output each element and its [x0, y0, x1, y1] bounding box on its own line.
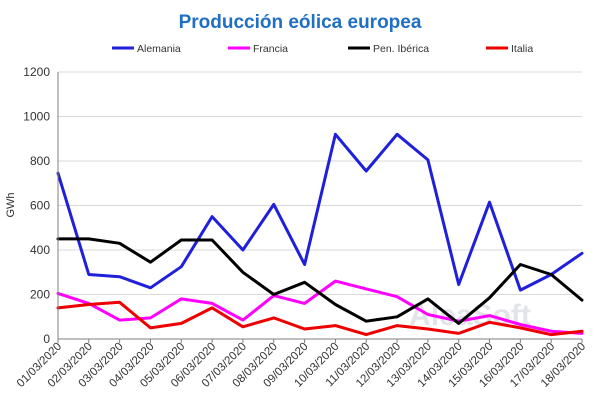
series-lines	[56, 132, 584, 337]
y-tick-labels: 0 200 400 600 800 1000 1200	[23, 65, 50, 346]
legend-label-italia: Italia	[511, 43, 533, 55]
series-line-alemania	[56, 132, 584, 292]
y-tick-label-1200: 1200	[23, 65, 50, 79]
legend-label-pen-ib-rica: Pen. Ibérica	[373, 43, 429, 55]
y-tick-label-400: 400	[30, 243, 50, 257]
axes	[57, 72, 583, 343]
y-tick-label-200: 200	[30, 288, 50, 302]
legend-label-francia: Francia	[253, 43, 288, 55]
legend: Alemania Francia Pen. Ibérica Italia	[112, 43, 533, 55]
legend-label-alemania: Alemania	[137, 43, 181, 55]
gridlines	[58, 71, 582, 295]
chart-title: Producción eólica europea	[179, 12, 422, 33]
series-line-italia	[56, 300, 584, 337]
y-tick-label-0: 0	[43, 332, 50, 346]
y-tick-label-600: 600	[30, 199, 50, 213]
x-tick-labels: 01/03/202002/03/202003/03/202004/03/2020…	[15, 341, 588, 390]
y-tick-label-800: 800	[30, 154, 50, 168]
y-axis-label: GWh	[5, 192, 17, 217]
y-tick-label-1000: 1000	[23, 110, 50, 124]
series-line-pen-ib-rica	[56, 237, 584, 325]
